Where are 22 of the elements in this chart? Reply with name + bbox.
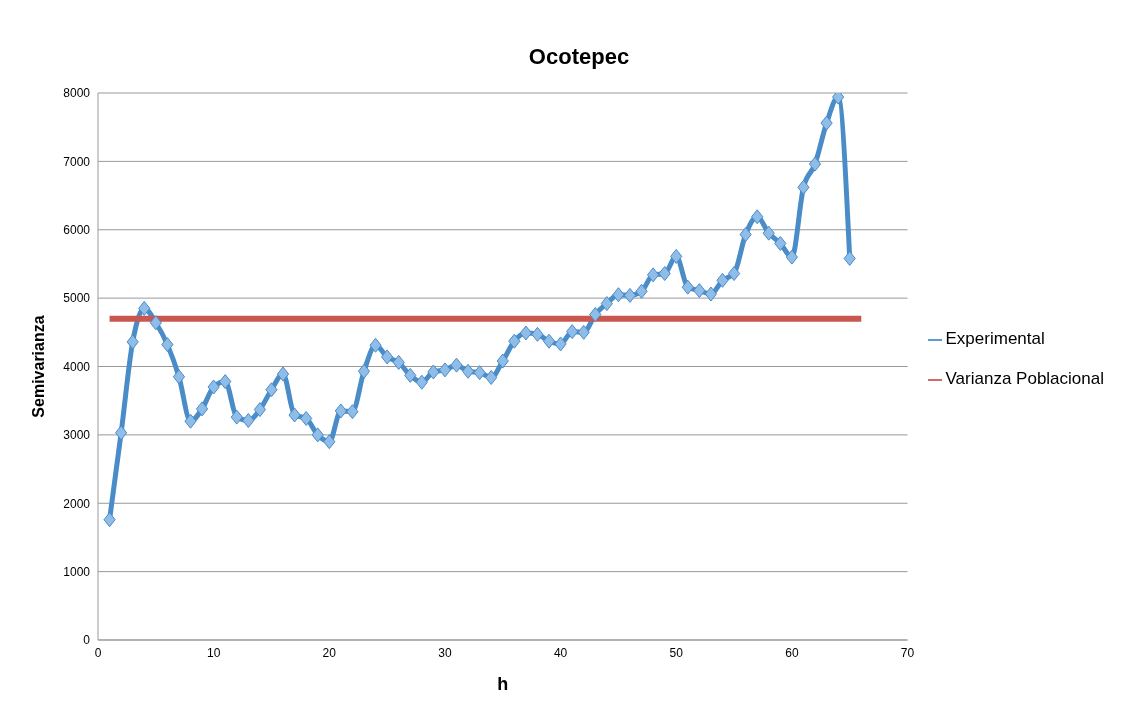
- x-tick-label: 50: [669, 645, 684, 660]
- y-axis-title: Semivarianza: [29, 315, 47, 418]
- y-tick-label: 3000: [63, 428, 91, 443]
- x-tick-label: 20: [322, 645, 337, 660]
- x-axis-title: h: [497, 674, 509, 694]
- y-tick-label: 4000: [63, 359, 91, 374]
- y-tick-label: 8000: [63, 86, 91, 101]
- x-tick-label: 70: [900, 645, 915, 660]
- y-tick-label: 2000: [63, 496, 91, 511]
- x-tick-label: 40: [553, 645, 568, 660]
- y-tick-label: 6000: [63, 223, 91, 238]
- x-tick-label: 10: [206, 645, 221, 660]
- x-tick-label: 0: [94, 645, 102, 660]
- y-tick-label: 1000: [63, 564, 91, 579]
- y-tick-label: 0: [83, 633, 91, 648]
- chart-title: Ocotepec: [527, 44, 631, 70]
- x-tick-label: 60: [785, 645, 799, 660]
- legend-label: Experimental: [945, 329, 1045, 348]
- y-tick-label: 5000: [63, 291, 91, 306]
- x-tick-label: 30: [438, 645, 452, 660]
- legend-label: Varianza Poblacional: [945, 369, 1104, 388]
- y-tick-label: 7000: [63, 154, 91, 169]
